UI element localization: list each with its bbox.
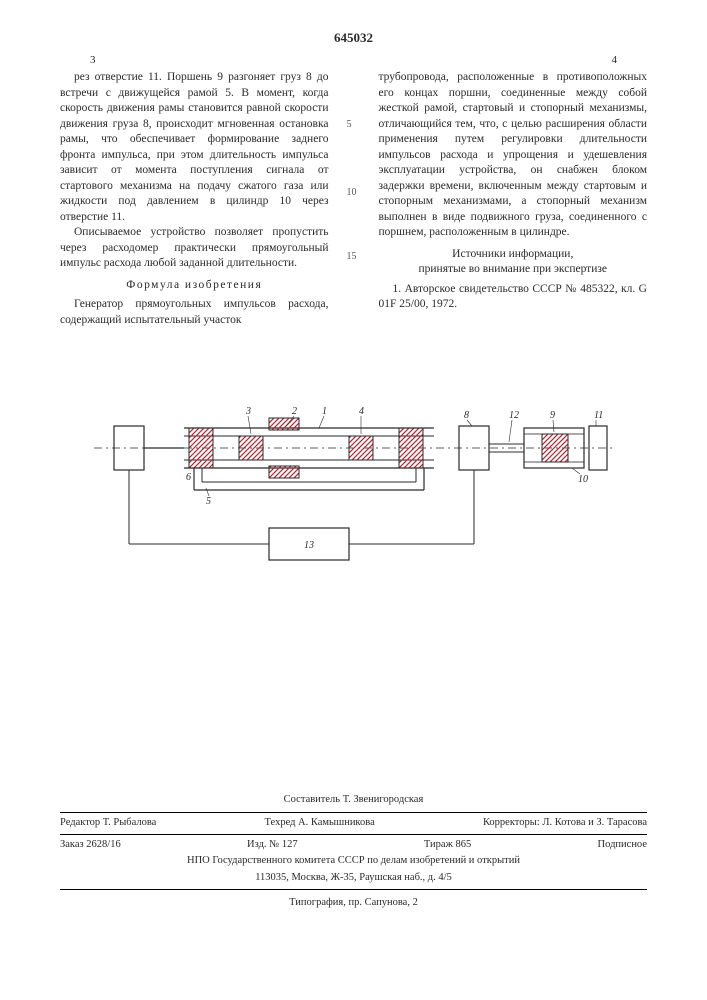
svg-text:12: 12 <box>509 410 519 421</box>
text-columns: рез отверстие 11. Поршень 9 разгоняет гр… <box>60 70 647 328</box>
svg-text:8: 8 <box>464 410 469 421</box>
col-num-left: 3 <box>90 54 96 66</box>
column-header: 3 4 <box>60 54 647 66</box>
ref-1: 1. Авторское свидетельство СССР № 485322… <box>379 282 648 313</box>
address: 113035, Москва, Ж-35, Раушская наб., д. … <box>60 871 647 886</box>
right-column: трубопровода, расположенные в противопол… <box>379 70 648 328</box>
compiler: Составитель Т. Звенигородская <box>60 793 647 808</box>
typography: Типография, пр. Сапунова, 2 <box>60 896 647 911</box>
copies: Тираж 865 <box>424 838 471 853</box>
svg-text:13: 13 <box>304 540 314 551</box>
svg-text:6: 6 <box>186 472 191 483</box>
left-p3: Генератор прямоугольных импульсов расход… <box>60 297 329 328</box>
line-num-15: 15 <box>347 250 357 264</box>
svg-text:10: 10 <box>578 474 588 485</box>
left-p1: рез отверстие 11. Поршень 9 разгоняет гр… <box>60 70 329 225</box>
svg-text:1: 1 <box>322 406 327 417</box>
svg-text:11: 11 <box>594 410 603 421</box>
order-num: Заказ 2628/16 <box>60 838 121 853</box>
patent-number: 645032 <box>60 30 647 46</box>
left-p2: Описываемое устройство позволяет пропуст… <box>60 225 329 272</box>
figure-svg: 3 2 1 4 8 12 9 11 10 5 6 13 <box>94 368 614 568</box>
left-column: рез отверстие 11. Поршень 9 разгоняет гр… <box>60 70 329 328</box>
technical-figure: 3 2 1 4 8 12 9 11 10 5 6 13 <box>60 368 647 573</box>
svg-text:5: 5 <box>206 496 211 507</box>
col-num-right: 4 <box>612 54 618 66</box>
org: НПО Государственного комитета СССР по де… <box>60 854 647 869</box>
right-p1: трубопровода, расположенные в противопол… <box>379 70 648 241</box>
svg-text:2: 2 <box>292 406 297 417</box>
line-num-5: 5 <box>347 118 352 132</box>
editor: Редактор Т. Рыбалова <box>60 816 156 831</box>
formula-title: Формула изобретения <box>60 278 329 294</box>
svg-text:4: 4 <box>359 406 364 417</box>
line-num-10: 10 <box>347 186 357 200</box>
sources-title: Источники информации, принятые во вниман… <box>379 247 648 278</box>
edition-num: Изд. № 127 <box>247 838 298 853</box>
footer: Составитель Т. Звенигородская Редактор Т… <box>60 793 647 910</box>
subscription: Подписное <box>598 838 647 853</box>
svg-text:9: 9 <box>550 410 555 421</box>
corrector: Корректоры: Л. Котова и З. Тарасова <box>483 816 647 831</box>
svg-text:3: 3 <box>245 406 251 417</box>
techred: Техред А. Камышникова <box>265 816 375 831</box>
